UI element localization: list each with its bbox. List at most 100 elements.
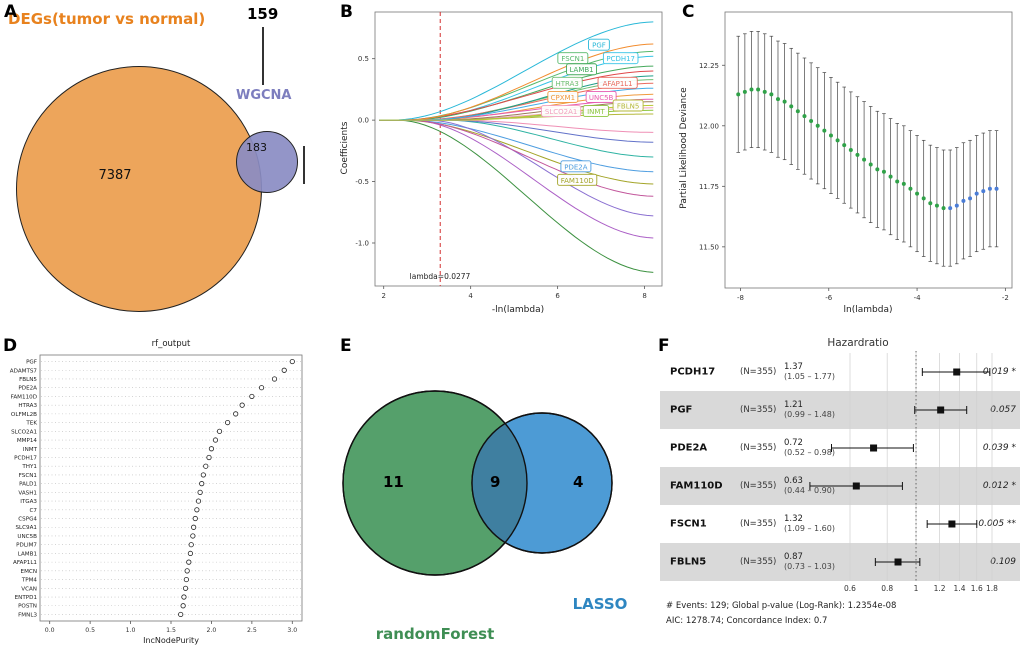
deviance-point	[848, 148, 853, 152]
gene-label-box	[551, 76, 583, 89]
degs-only-count: 7387	[98, 168, 132, 183]
deviance-point	[901, 181, 906, 186]
gene-label: HTRA3	[556, 80, 579, 88]
deviance-point	[775, 97, 780, 102]
deviance-point	[769, 92, 774, 97]
importance-point	[203, 463, 209, 469]
importance-point	[183, 576, 189, 583]
importance-point	[208, 446, 215, 452]
gene-tick-label: FAM110D	[11, 394, 37, 400]
plot-box	[724, 11, 1013, 289]
axis-tick-label: 0.6	[844, 584, 856, 593]
deviance-point	[828, 133, 833, 138]
gene-tick-label: PCDH17	[14, 455, 37, 461]
gene-label: INMT	[587, 108, 605, 116]
importance-point	[216, 428, 223, 434]
importance-point	[212, 437, 219, 443]
gene-label: FAM110D	[561, 177, 594, 185]
panel-b-letter: B	[340, 2, 353, 22]
coefficient-path	[379, 119, 654, 173]
deviance-point	[842, 143, 847, 148]
importance-point	[191, 524, 197, 530]
coefficient-path	[379, 43, 654, 121]
panel-e-venn: 11 9 4 randomForest LASSO	[335, 335, 665, 653]
deviance-point	[915, 191, 920, 196]
x-tick-label: 2.0	[207, 627, 217, 634]
deviance-point	[941, 206, 946, 211]
plot-box	[374, 11, 663, 287]
gene-tick-label: TPM4	[21, 578, 38, 584]
forest-n-label: (N=355)	[740, 405, 777, 415]
panel-e-letter: E	[340, 336, 352, 356]
wgcna-only-count: 159	[247, 5, 279, 23]
deviance-point	[875, 167, 880, 172]
gene-tick-label: FMNL3	[18, 612, 37, 618]
importance-point	[188, 542, 194, 548]
gene-tick-label: HTRA3	[18, 403, 37, 409]
deviance-point	[908, 186, 913, 191]
gene-label: CPXM1	[551, 94, 575, 102]
deviance-point	[987, 186, 992, 191]
lasso-label: LASSO	[572, 595, 628, 613]
forest-estimate-label: 0.87 (0.73 – 1.03)	[784, 551, 835, 571]
x-tick-label: 1.0	[126, 627, 136, 634]
y-tick-label: 12.00	[699, 122, 719, 130]
importance-point	[180, 603, 186, 609]
gene-tick-label: VCAN	[21, 586, 37, 592]
x-tick-label: 2.5	[247, 627, 257, 634]
forest-footer-aic: AIC: 1278.74; Concordance Index: 0.7	[666, 616, 828, 626]
forest-ci-label: (1.09 – 1.60)	[784, 524, 835, 533]
gene-label-box	[541, 105, 582, 117]
x-tick-label: 3.0	[287, 627, 297, 634]
forest-pvalue-label: 0.109	[990, 557, 1016, 567]
gene-tick-label: VASH1	[18, 490, 37, 496]
importance-point	[194, 507, 200, 513]
importance-point	[239, 402, 245, 408]
forest-ci-label: (0.99 – 1.48)	[784, 410, 835, 419]
axis-tick-label: 0.8	[881, 584, 893, 593]
axis-tick-label: 1.6	[971, 584, 983, 593]
coefficient-path	[379, 21, 654, 121]
leader-line	[303, 146, 305, 184]
x-tick-label: 0.5	[85, 627, 95, 634]
lasso-only-count: 4	[573, 473, 584, 491]
forest-pvalue-label: 0.057	[990, 405, 1016, 415]
gene-tick-label: ITGA3	[20, 499, 37, 505]
gene-tick-label: PGF	[26, 360, 37, 366]
deviance-point	[855, 152, 860, 157]
importance-point	[200, 472, 206, 478]
forest-n-label: (N=355)	[740, 443, 777, 453]
gene-label-box	[597, 76, 638, 89]
gene-tick-label: POSTN	[18, 604, 37, 610]
axis-tick-label: 1.4	[954, 584, 966, 593]
y-tick-label: 0.5	[358, 55, 369, 63]
forest-gene-label: PCDH17	[670, 366, 716, 378]
x-tick-label: -2	[1002, 294, 1009, 302]
coefficients-axis-label: Coefficients	[340, 121, 350, 175]
axis-tick-label: 1.2	[934, 584, 946, 593]
forest-gene-label: PDE2A	[670, 442, 708, 454]
gene-label: PCDH17	[606, 55, 635, 63]
gene-tick-label: FBLN5	[19, 377, 37, 383]
deviance-point	[762, 89, 767, 94]
gene-tick-label: LAMB1	[18, 551, 38, 557]
x-tick-label: 8	[642, 292, 646, 300]
importance-point	[258, 385, 265, 391]
gene-tick-label: ENTPD1	[15, 595, 38, 601]
deviance-point	[862, 157, 867, 162]
rf-output-title: rf_output	[151, 339, 191, 349]
coefficient-path	[379, 119, 654, 273]
forest-n-label: (N=355)	[740, 367, 777, 377]
forest-n-label: (N=355)	[740, 557, 777, 567]
rf-importance-chart: PGF ADAMTS7 FBLN5 PDE2A FAM110D HTRA3 OLFML2B T…	[10, 354, 303, 634]
forest-estimate-label: 0.63 (0.44 – 0.90)	[784, 475, 835, 495]
ln-lambda-axis-label: ln(lambda)	[843, 305, 893, 315]
gene-tick-label: EMCN	[21, 569, 37, 575]
importance-point	[281, 367, 287, 373]
gene-tick-label: TEK	[25, 421, 37, 427]
y-tick-label: 11.50	[699, 243, 719, 251]
gene-tick-label: CSPG4	[18, 517, 37, 523]
coefficient-path	[379, 119, 654, 197]
gene-label-box	[566, 63, 598, 76]
